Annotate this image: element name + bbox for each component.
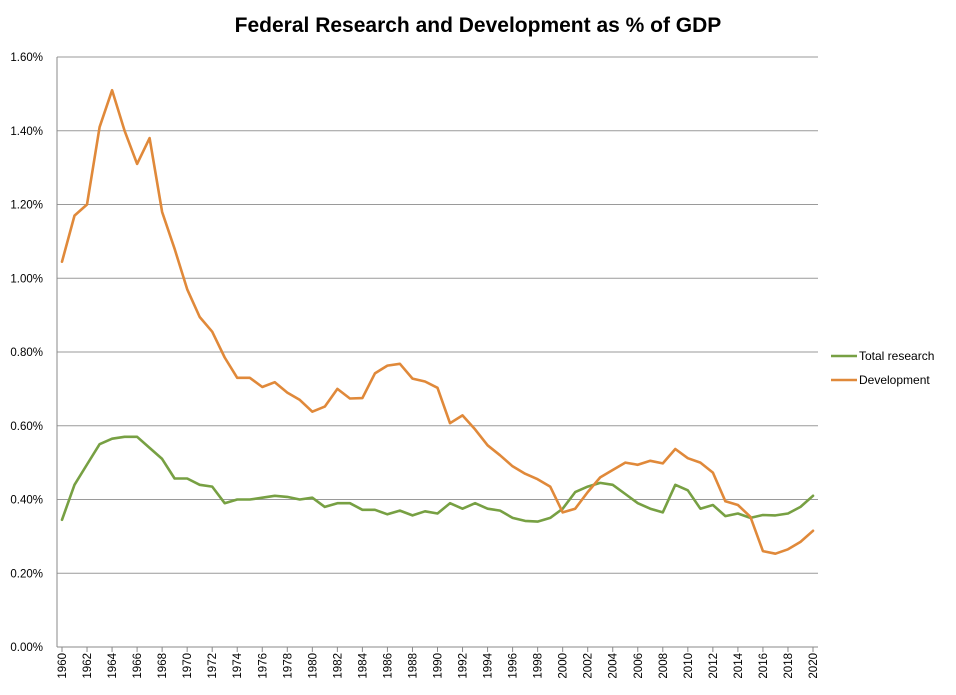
x-tick-label: 1978 [282,653,294,679]
x-tick-label: 1984 [357,652,369,678]
gridlines [56,56,818,648]
x-tick-label: 1968 [157,653,169,679]
y-tick-label: 0.00% [10,642,43,654]
x-tick-label: 1970 [182,653,194,679]
legend-label: Development [859,373,930,387]
y-tick-label: 1.20% [10,200,43,212]
x-tick-label: 2014 [733,652,745,678]
y-tick-label: 1.40% [10,126,43,138]
y-tick-label: 0.60% [10,421,43,433]
x-tick-label: 1966 [132,653,144,679]
x-tick-label: 2000 [558,653,570,679]
x-tick-label: 1960 [57,653,69,679]
series-line-development [60,88,815,556]
x-tick-label: 1972 [207,653,219,679]
x-tick-label: 1980 [307,653,319,679]
y-tick-label: 0.20% [10,568,43,580]
x-tick-label: 2020 [808,653,820,679]
x-tick-label: 2002 [583,653,595,679]
series-line-total-research [60,435,815,523]
x-tick-label: 1976 [257,653,269,679]
x-axis: 1960 1962 1964 1966 1968 1970 1972 1974 1976 1978… [57,647,820,679]
x-tick-label: 2006 [633,653,645,679]
x-tick-label: 1998 [533,653,545,679]
y-tick-label: 0.80% [10,347,43,359]
x-tick-label: 2004 [608,652,620,678]
x-tick-label: 1964 [107,652,119,678]
y-tick-label: 1.60% [10,52,43,64]
x-tick-label: 1982 [332,653,344,679]
y-axis-tick-labels: 0.00% 0.20% 0.40% 0.60% 0.80% 1.00% 1.20% 1.40%… [10,52,43,654]
legend: Total research Development [831,349,934,387]
x-tick-label: 1996 [508,653,520,679]
x-tick-label: 1988 [407,653,419,679]
x-tick-label: 2010 [683,653,695,679]
x-tick-label: 2016 [758,653,770,679]
x-tick-label: 2018 [783,653,795,679]
y-tick-label: 1.00% [10,273,43,285]
chart-title: Federal Research and Development as % of… [234,14,722,37]
series-lines [60,88,815,556]
x-tick-label: 1992 [458,653,470,679]
legend-label: Total research [859,349,934,363]
x-tick-label: 1974 [232,652,244,678]
x-tick-label: 2008 [658,653,670,679]
x-tick-label: 1990 [433,653,445,679]
x-tick-label: 2012 [708,653,720,679]
x-tick-label: 1962 [82,653,94,679]
x-tick-label: 1994 [483,652,495,678]
y-tick-label: 0.40% [10,495,43,507]
x-tick-label: 1986 [382,653,394,679]
